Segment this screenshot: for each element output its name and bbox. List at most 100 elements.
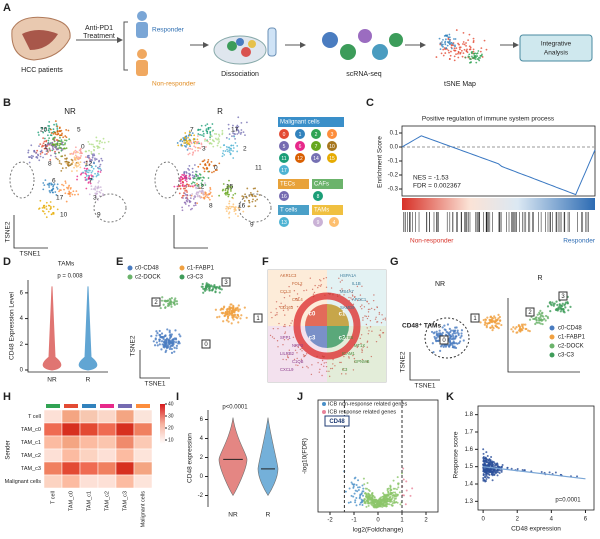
cell-dot (559, 310, 562, 313)
label: CD48 (329, 419, 345, 425)
cell-dot (189, 200, 192, 203)
cell-dot (182, 181, 184, 184)
cell-dot (100, 169, 103, 172)
cell-dot (441, 331, 444, 334)
gene-dot (323, 365, 325, 367)
cell-dot (207, 177, 210, 179)
gene-dot (299, 348, 302, 351)
cell-dot (497, 313, 500, 316)
cell-dot (194, 204, 197, 207)
cell-dot (184, 184, 186, 187)
cell-dot (56, 183, 59, 186)
label: 2 (200, 455, 204, 461)
legend-dot (279, 129, 289, 139)
gene-dot (362, 317, 364, 319)
cell-dot (497, 317, 500, 320)
cell-dot (433, 335, 436, 339)
label: 9 (250, 222, 254, 229)
label: p<0.0001 (222, 405, 248, 411)
cell-dot (459, 46, 462, 49)
gene-dot (352, 369, 355, 371)
cell-dot (208, 142, 211, 145)
cell-dot (55, 157, 58, 160)
label: c1-FABP1 (187, 266, 215, 272)
gene-dot (328, 293, 331, 295)
label: -0.3 (388, 187, 399, 193)
cell-dot (492, 327, 495, 330)
cell-dot (165, 349, 168, 352)
cell-dot (91, 178, 94, 181)
label: 9 (317, 220, 320, 226)
cell-dot (549, 310, 552, 313)
cell-dot (518, 328, 522, 331)
cell-dot (206, 196, 209, 199)
cell-dot (229, 207, 232, 210)
cell-dot (439, 48, 442, 51)
cell-dot (194, 202, 197, 205)
gene-dot (379, 336, 382, 338)
cell-dot (62, 184, 65, 187)
gene-dot (387, 492, 390, 495)
cell-dot (32, 155, 35, 158)
gene-dot (355, 504, 358, 507)
cell-dot (465, 42, 467, 44)
cell-dot (56, 148, 58, 151)
cell-dot (439, 332, 442, 335)
cell-dot (197, 165, 200, 168)
cell-dot (56, 144, 59, 147)
cell-dot (491, 329, 494, 332)
violin (218, 417, 248, 497)
gene-dot (381, 505, 384, 508)
cell-dot (233, 309, 236, 312)
gene-dot (284, 304, 286, 307)
cell-dot (210, 142, 213, 145)
rank-bar (402, 198, 595, 210)
cell-dot (82, 171, 84, 174)
cell-dot (222, 311, 225, 314)
label: TECs (280, 182, 295, 188)
cell-dot (97, 170, 100, 173)
gene-dot (360, 334, 363, 336)
cell-dot (442, 54, 445, 57)
cell-dot (479, 55, 482, 57)
cell-dot (444, 40, 447, 43)
cell-dot (236, 145, 239, 147)
gene-dot (368, 303, 370, 305)
cell-dot (42, 210, 45, 213)
cell-dot (208, 190, 211, 192)
gene-dot (305, 353, 308, 355)
heat-cell (43, 409, 63, 424)
cell-dot (230, 322, 233, 325)
cell-dot (499, 319, 502, 322)
gene-dot (301, 366, 304, 369)
gene-dot (289, 325, 291, 327)
cell-dot (98, 165, 101, 168)
cell-dot (43, 140, 46, 143)
label: TAM_c1 (86, 491, 92, 511)
cell-dot (150, 335, 153, 338)
cell-dot (187, 177, 190, 180)
cell-dot (447, 49, 450, 52)
label: 11 (281, 156, 286, 162)
group-bar (64, 404, 78, 408)
cell-dot (58, 130, 61, 133)
gene-dot (384, 494, 387, 497)
cell-dot (88, 149, 90, 152)
cell-dot (155, 341, 158, 344)
cell-dot (44, 146, 47, 149)
gene-dot (366, 500, 369, 503)
gene-dot (290, 305, 293, 308)
gene-dot (366, 346, 369, 348)
cell-dot (96, 172, 99, 175)
cell-dot (154, 338, 157, 341)
gene-dot (358, 497, 361, 500)
cell-dot (54, 150, 56, 153)
sample-dot (482, 470, 485, 473)
cell-dot (77, 162, 79, 165)
gene-dot (377, 501, 380, 504)
cell-dot (192, 176, 194, 179)
gene-dot (298, 296, 300, 299)
cell-dot (67, 186, 70, 189)
cell-dot (237, 131, 240, 134)
cell-dot (244, 134, 246, 137)
